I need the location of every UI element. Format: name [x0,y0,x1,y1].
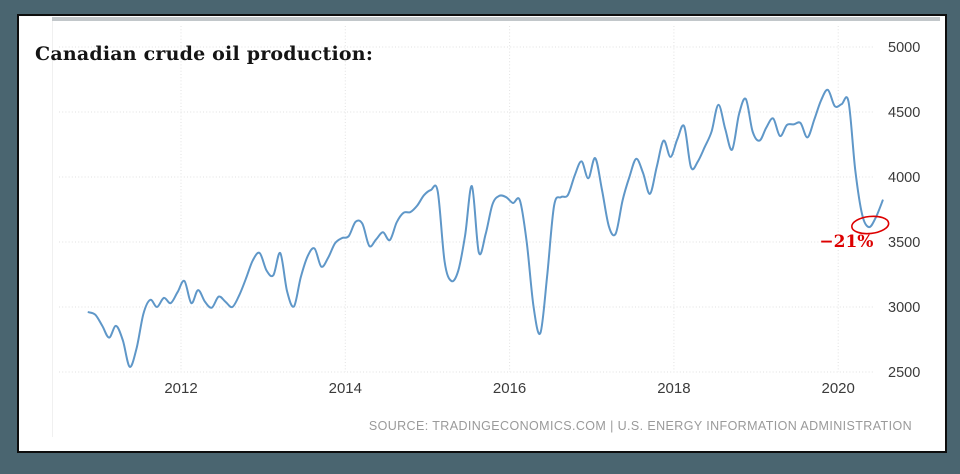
source-attribution: SOURCE: TRADINGECONOMICS.COM | U.S. ENER… [368,419,912,433]
x-tick-label: 2018 [657,380,690,397]
production-line [87,88,884,368]
y-tick-label: 2500 [888,365,920,381]
y-tick-label: 3500 [888,235,920,251]
annotation-ellipse [851,215,890,235]
x-tick-label: 2014 [329,380,362,397]
y-tick-label: 5000 [888,40,920,56]
line-chart: 5000 4500 4000 3500 3000 2500 2012 2014 2016 2018… [52,17,940,437]
y-tick-label: 4000 [888,170,920,186]
x-tick-label: 2012 [164,380,197,397]
x-tick-label: 2020 [822,380,855,397]
chart-title: Canadian crude oil production: [35,43,374,65]
annotation-label: −21% [819,232,873,252]
widget-top-bar [52,17,940,21]
y-tick-label: 4500 [888,105,920,121]
x-tick-label: 2016 [493,380,526,397]
chart-card: Canadian crude oil production: 5000 4500 4… [17,14,947,453]
y-tick-label: 3000 [888,300,920,316]
